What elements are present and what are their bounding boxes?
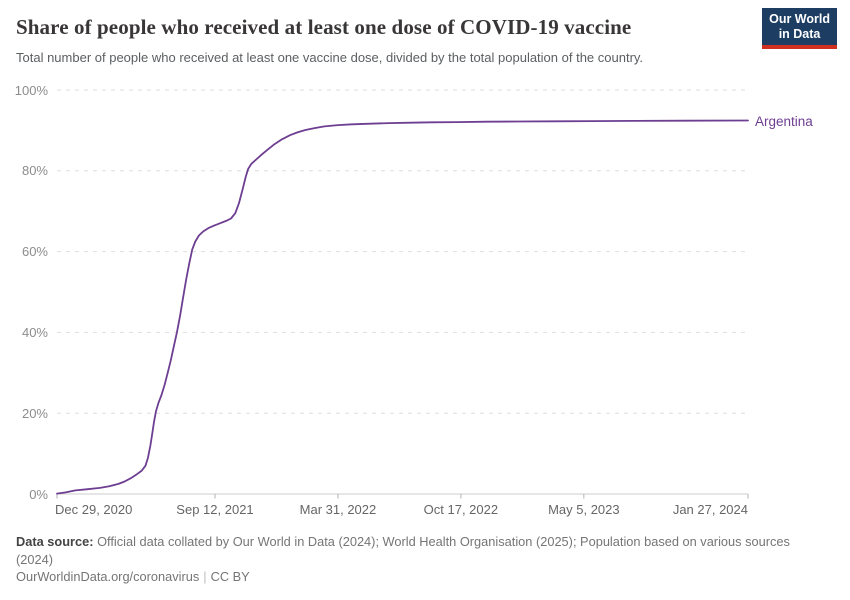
y-axis-label: 100% (14, 82, 48, 98)
data-source-text: Official data collated by Our World in D… (16, 534, 790, 567)
x-axis-label: Dec 29, 2020 (55, 502, 133, 517)
citation-separator: | (203, 569, 207, 584)
x-axis-label: Oct 17, 2022 (423, 502, 499, 517)
x-axis-label: Jan 27, 2024 (672, 502, 748, 517)
x-axis-label: Sep 12, 2021 (176, 502, 254, 517)
owid-logo: Our World in Data (762, 8, 837, 49)
y-axis-label: 0% (29, 486, 48, 502)
x-axis-label: Mar 31, 2022 (299, 502, 377, 517)
citation-link: OurWorldinData.org/coronavirus (16, 569, 200, 584)
y-axis-label: 40% (21, 324, 48, 340)
chart-subtitle: Total number of people who received at l… (16, 50, 644, 65)
y-axis-label: 20% (21, 405, 48, 421)
argentina-series-line (56, 119, 749, 495)
citation-line: OurWorldinData.org/coronavirus | CC BY (16, 569, 250, 584)
y-axis-label: 80% (21, 163, 48, 179)
license-cc-by: CC BY (210, 569, 250, 584)
owid-logo-line1: Our World (769, 12, 830, 26)
owid-logo-line2: in Data (778, 27, 821, 41)
chart-title: Share of people who received at least on… (16, 15, 632, 39)
axis-ticks (56, 494, 749, 499)
series-label-argentina: Argentina (755, 113, 813, 129)
gridlines (57, 89, 748, 495)
y-axis-label: 60% (21, 244, 48, 260)
x-axis-label: May 5, 2023 (548, 502, 620, 517)
data-source-line: Data source: Official data collated by O… (16, 533, 816, 568)
data-source-label: Data source: (16, 534, 94, 549)
